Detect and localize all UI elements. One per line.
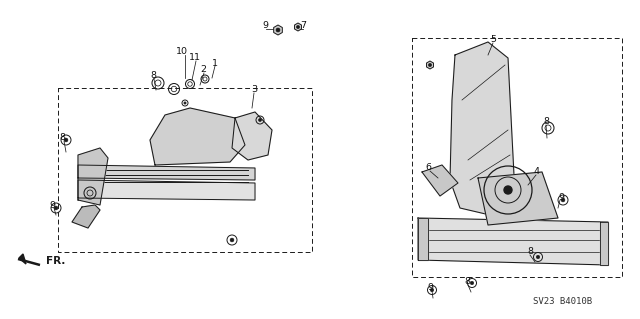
Text: 11: 11 xyxy=(189,54,201,63)
Circle shape xyxy=(428,63,431,67)
Circle shape xyxy=(54,206,58,210)
Circle shape xyxy=(296,26,300,29)
Text: 1: 1 xyxy=(212,58,218,68)
Text: 8: 8 xyxy=(527,248,533,256)
Circle shape xyxy=(259,118,262,122)
Polygon shape xyxy=(150,108,245,165)
Text: 9: 9 xyxy=(262,21,268,31)
Polygon shape xyxy=(422,165,458,196)
Text: 9: 9 xyxy=(427,284,433,293)
Text: 3: 3 xyxy=(251,85,257,94)
Text: 7: 7 xyxy=(300,21,306,31)
Polygon shape xyxy=(450,42,515,215)
Polygon shape xyxy=(418,218,608,265)
Polygon shape xyxy=(19,254,26,264)
Text: 4: 4 xyxy=(533,167,539,176)
Polygon shape xyxy=(72,205,100,228)
Circle shape xyxy=(536,255,540,259)
Circle shape xyxy=(64,138,68,142)
Polygon shape xyxy=(232,112,272,160)
Polygon shape xyxy=(78,165,255,180)
Circle shape xyxy=(184,102,186,104)
Polygon shape xyxy=(274,25,282,35)
Text: 8: 8 xyxy=(59,133,65,143)
Text: 2: 2 xyxy=(200,65,206,75)
Polygon shape xyxy=(600,222,608,265)
Text: 10: 10 xyxy=(176,48,188,56)
Text: 8: 8 xyxy=(543,117,549,127)
Polygon shape xyxy=(418,218,428,260)
Polygon shape xyxy=(78,148,108,205)
Text: 6: 6 xyxy=(425,164,431,173)
Polygon shape xyxy=(78,180,255,200)
Circle shape xyxy=(470,281,474,285)
Text: 8: 8 xyxy=(150,71,156,80)
Circle shape xyxy=(430,288,434,292)
Circle shape xyxy=(276,28,280,32)
Circle shape xyxy=(561,198,565,202)
Polygon shape xyxy=(426,61,433,69)
Text: FR.: FR. xyxy=(46,256,65,266)
Polygon shape xyxy=(478,172,558,225)
Text: SV23 B4010B: SV23 B4010B xyxy=(533,298,593,307)
Text: 9: 9 xyxy=(558,192,564,202)
Circle shape xyxy=(230,238,234,242)
Polygon shape xyxy=(294,23,301,31)
Text: 9: 9 xyxy=(49,201,55,210)
Text: 5: 5 xyxy=(490,35,496,44)
Circle shape xyxy=(504,186,512,194)
Text: 8: 8 xyxy=(464,278,470,286)
